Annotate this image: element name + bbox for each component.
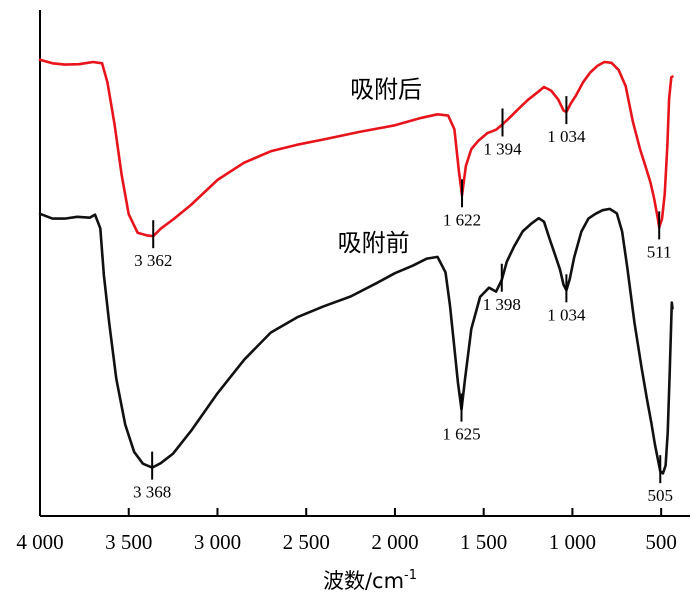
x-tick-label: 4 000 xyxy=(16,530,63,554)
series-line-0 xyxy=(38,58,674,238)
peak-label: 1 034 xyxy=(547,305,586,324)
peak-label: 3 362 xyxy=(134,251,172,270)
peak-label: 1 034 xyxy=(547,127,586,146)
annotation-layer: 3 362 1 622 1 394 1 034 511 3 368 1 625 1 398 1 … xyxy=(133,96,673,505)
peak-label: 1 625 xyxy=(442,425,480,444)
series-name-label: 吸附后 xyxy=(350,75,422,103)
peak-label: 1 394 xyxy=(483,139,522,158)
peak-label: 511 xyxy=(647,242,672,261)
peak-label: 3 368 xyxy=(133,483,171,502)
series-name-label: 吸附前 xyxy=(338,229,410,257)
x-tick-label: 2 500 xyxy=(283,530,330,554)
x-tick-label: 1 000 xyxy=(549,530,596,554)
x-tick-label: 2 000 xyxy=(371,530,418,554)
x-tick-label: 3 500 xyxy=(105,530,152,554)
x-tick-label: 3 000 xyxy=(194,530,241,554)
axes-layer: 4 000 3 500 3 000 2 500 2 000 1 500 1 000 500 波数… xyxy=(16,10,690,593)
peak-label: 1 622 xyxy=(443,210,481,229)
x-axis-title-sup: -1 xyxy=(404,568,417,583)
x-axis-title: 波数/cm-1 xyxy=(323,568,417,593)
x-tick-label: 500 xyxy=(645,530,677,554)
peak-label: 505 xyxy=(648,486,674,505)
series-layer xyxy=(38,58,674,475)
series-line-1 xyxy=(38,207,674,475)
x-axis-title-main: 波数/cm xyxy=(323,569,404,593)
x-tick-label: 1 500 xyxy=(460,530,507,554)
peak-label: 1 398 xyxy=(483,295,521,314)
